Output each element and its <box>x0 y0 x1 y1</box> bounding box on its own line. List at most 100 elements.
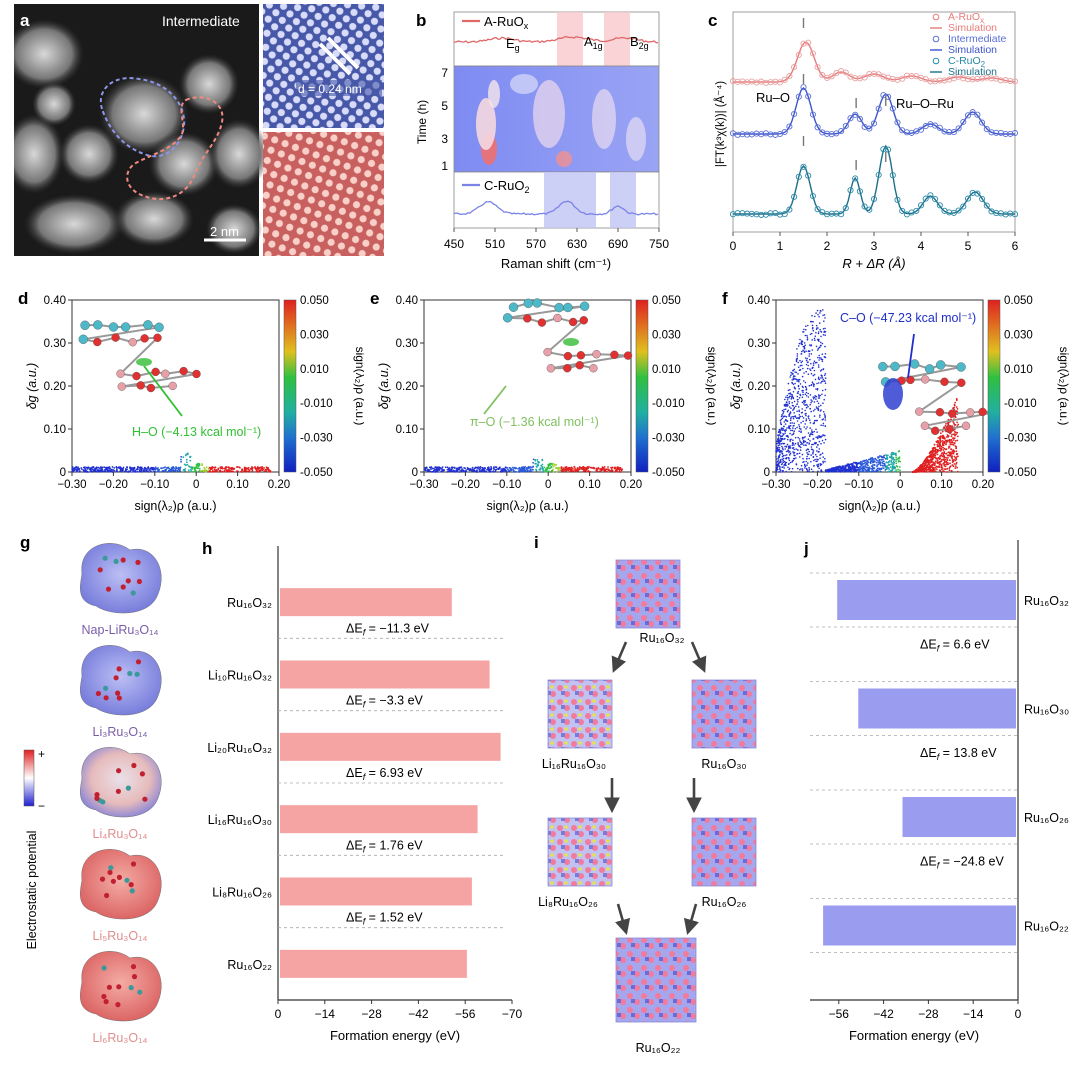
nci-point <box>815 332 817 334</box>
nci-point <box>814 339 816 341</box>
nci-point <box>808 373 810 375</box>
nci-point <box>779 443 781 445</box>
nci-point <box>812 321 814 323</box>
nci-point <box>939 446 941 448</box>
nci-point <box>873 467 875 469</box>
nci-point <box>781 458 783 460</box>
esp-atom <box>115 1002 120 1007</box>
nci-point <box>815 437 817 439</box>
b-xtick-label: 570 <box>526 237 546 251</box>
nci-point <box>825 439 827 441</box>
nci-point <box>818 333 820 335</box>
nci-point <box>578 469 580 471</box>
nci-point <box>819 347 821 349</box>
nci-point <box>874 458 876 460</box>
f-colorbar <box>988 300 1000 472</box>
nci-point <box>823 328 825 330</box>
nci-point <box>820 409 822 411</box>
panel-c-svg: c A-RuOxSimulationIntermediateSimulation… <box>700 4 1080 274</box>
esp-atom <box>129 985 134 990</box>
nci-point <box>561 466 563 468</box>
nci-point <box>817 471 819 473</box>
nci-point <box>877 456 879 458</box>
nci-point <box>824 435 826 437</box>
nci-point <box>467 467 469 469</box>
atom <box>79 335 88 344</box>
nci-point <box>182 456 184 458</box>
nci-point <box>806 452 808 454</box>
nci-point <box>225 466 227 468</box>
c-legend-label: Simulation <box>948 66 997 78</box>
f-xtick-label: −0.20 <box>803 479 832 491</box>
nci-point <box>258 467 260 469</box>
nci-point <box>811 444 813 446</box>
nci-point <box>952 442 954 444</box>
nci-point <box>953 437 955 439</box>
j-xtick-label: −56 <box>829 1007 850 1021</box>
nci-point <box>779 431 781 433</box>
nci-point <box>445 466 447 468</box>
nci-point <box>545 471 547 473</box>
f-xtick-label: 0.20 <box>972 479 994 491</box>
nci-point <box>776 461 778 463</box>
nci-point <box>830 468 832 470</box>
nci-point <box>145 467 147 469</box>
nci-point <box>248 467 250 469</box>
atom <box>544 348 552 356</box>
nci-point <box>815 312 817 314</box>
nci-point <box>165 470 167 472</box>
nci-point <box>789 460 791 462</box>
nci-point <box>229 470 231 472</box>
nci-point <box>882 463 884 465</box>
nci-point <box>934 469 936 471</box>
nci-point <box>802 397 804 399</box>
atom <box>563 303 572 312</box>
nci-point <box>488 467 490 469</box>
structure-label: Ru₁₆O₂₂ <box>636 1041 681 1055</box>
nci-point <box>954 463 956 465</box>
nci-point <box>802 462 804 464</box>
nci-point <box>803 403 805 405</box>
nci-point <box>810 411 812 413</box>
nci-point <box>817 401 819 403</box>
nci-point <box>818 382 820 384</box>
nci-point <box>886 462 888 464</box>
atom <box>161 370 169 378</box>
nci-point <box>561 470 563 472</box>
h-category-label: Li₈Ru₁₆O₂₆ <box>212 886 272 900</box>
nci-point <box>781 427 783 429</box>
e-ylabel: δg (a.u.) <box>377 363 391 410</box>
nci-point <box>585 470 587 472</box>
nci-point <box>219 470 221 472</box>
nci-point <box>846 469 848 471</box>
e-ytick-label: 0.30 <box>396 338 418 350</box>
atom <box>154 334 162 342</box>
nci-point <box>798 385 800 387</box>
nci-point <box>814 374 816 376</box>
nci-point <box>804 346 806 348</box>
nci-point <box>784 448 786 450</box>
atom <box>962 422 970 430</box>
nci-point <box>212 470 214 472</box>
nci-point <box>789 406 791 408</box>
nci-point <box>808 458 810 460</box>
nci-point <box>148 468 150 470</box>
nci-point <box>786 416 788 418</box>
nci-point <box>239 467 241 469</box>
b-ytick-5: 5 <box>441 99 448 113</box>
nci-point <box>870 458 872 460</box>
f-xlabel: sign(λ₂)ρ (a.u.) <box>838 499 920 513</box>
f-xtick-label: −0.30 <box>761 479 790 491</box>
esp-atom <box>117 695 122 700</box>
esp-molecule: Li₅Ru₃O₁₄ <box>80 849 161 943</box>
nci-point <box>810 370 812 372</box>
nci-point <box>859 466 861 468</box>
nci-point <box>928 456 930 458</box>
d-ytick-label: 0 <box>60 467 66 479</box>
nci-point <box>820 469 822 471</box>
nci-point <box>783 438 785 440</box>
nci-point <box>781 464 783 466</box>
